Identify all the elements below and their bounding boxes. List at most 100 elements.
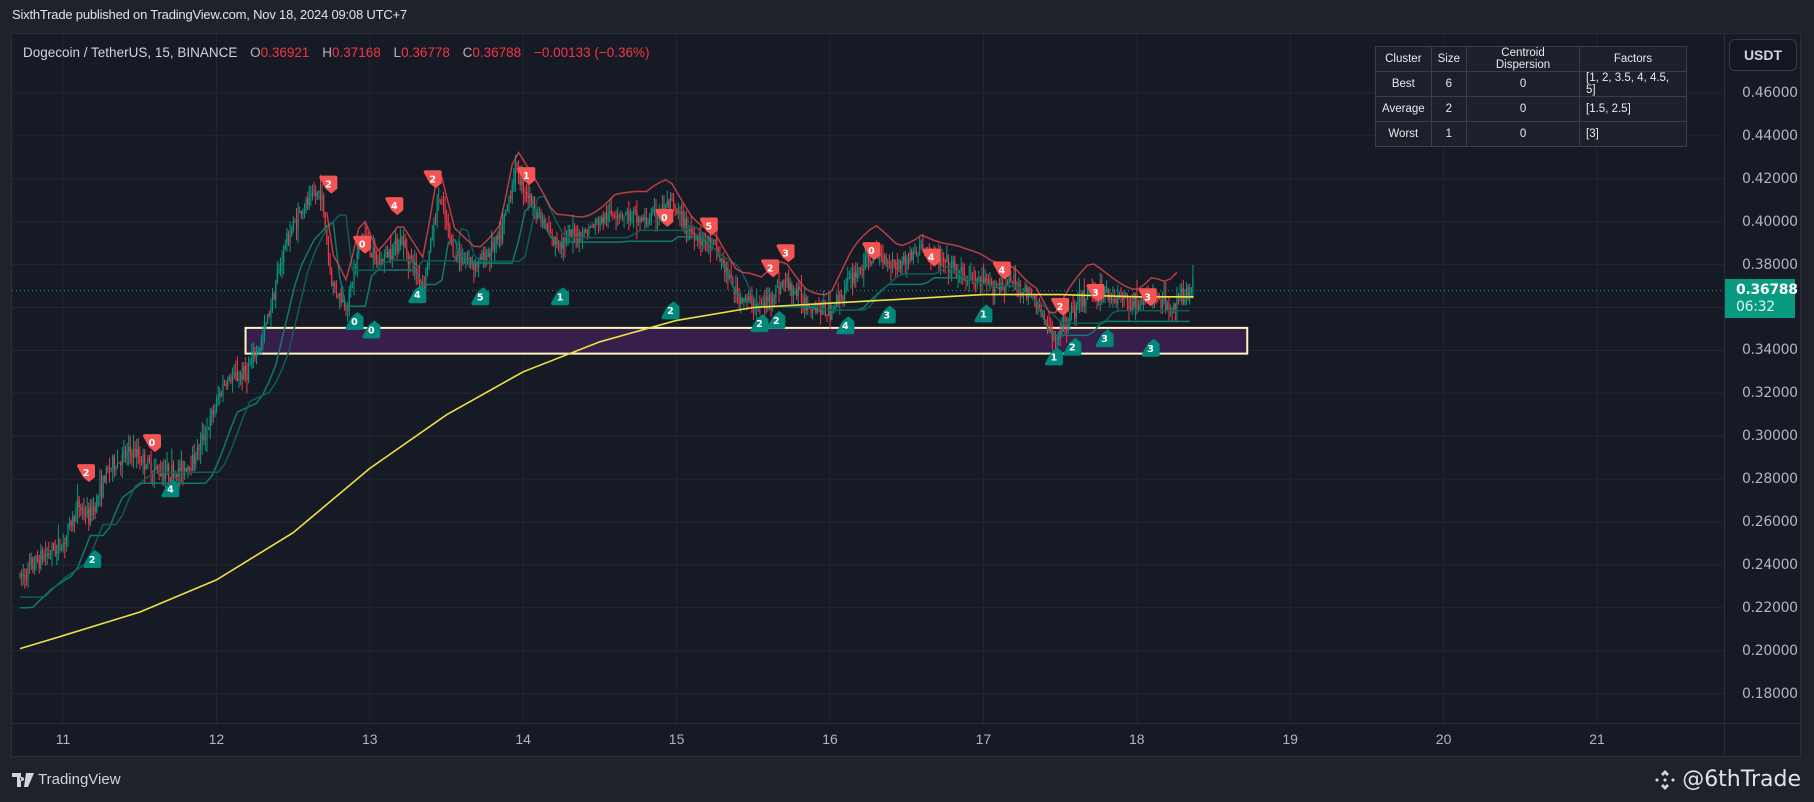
bullish-signal-marker[interactable]: 0: [362, 320, 381, 339]
time-axis[interactable]: [12, 723, 1724, 756]
header-size: Size: [1430, 46, 1468, 72]
candlesticks: [19, 154, 1194, 589]
signal-label: 3: [1147, 344, 1154, 355]
bearish-signal-marker[interactable]: 2: [423, 170, 442, 189]
bullish-signal-marker[interactable]: 4: [836, 316, 855, 335]
symbol-legend: Dogecoin / TetherUS, 15, BINANCE O0.3692…: [23, 45, 650, 60]
cluster-size: 2: [1430, 96, 1468, 122]
signal-label: 0: [149, 438, 156, 449]
trailing-stop-short-line: [326, 150, 1178, 314]
moving-average-line: [19, 293, 1194, 650]
high-label: H: [322, 45, 332, 60]
signal-label: 3: [782, 248, 789, 259]
bearish-signal-marker[interactable]: 5: [699, 217, 718, 236]
time-tick-label: 11: [55, 731, 71, 747]
bullish-signal-marker[interactable]: 2: [1063, 337, 1082, 356]
bearish-signal-marker[interactable]: 4: [992, 261, 1011, 280]
time-tick-label: 16: [822, 731, 838, 747]
price-tick-label: 0.26000: [1742, 514, 1798, 530]
signal-label: 2: [667, 306, 674, 317]
bearish-signal-marker[interactable]: 3: [1138, 288, 1157, 307]
bullish-signal-marker[interactable]: 5: [471, 287, 490, 306]
signal-label: 3: [1092, 288, 1099, 299]
author-handle: @6thTrade: [1654, 767, 1801, 792]
cluster-size: 1: [1430, 121, 1468, 147]
header-cluster: Cluster: [1375, 46, 1432, 72]
signal-label: 2: [83, 468, 90, 479]
low-value: 0.36778: [401, 45, 450, 60]
bullish-signal-marker[interactable]: 2: [750, 314, 769, 333]
signal-label: 1: [1051, 352, 1058, 363]
high-value: 0.37168: [331, 45, 381, 60]
time-tick-label: 14: [515, 731, 531, 747]
price-axis[interactable]: [1724, 34, 1801, 723]
cluster-dispersion: 0: [1466, 121, 1581, 147]
bearish-signal-marker[interactable]: 1: [517, 167, 536, 186]
binance-diamond-icon: [1655, 769, 1676, 790]
price-tick-label: 0.24000: [1742, 556, 1798, 573]
trailing-stop-long-line-2: [20, 195, 1190, 598]
bullish-signal-marker[interactable]: 1: [551, 287, 570, 306]
bullish-signal-marker[interactable]: 3: [1141, 338, 1160, 357]
bearish-signal-marker[interactable]: 2: [761, 259, 780, 278]
time-tick-label: 15: [668, 731, 685, 747]
bullish-signal-marker[interactable]: 2: [661, 301, 680, 320]
bullish-signal-marker[interactable]: 0: [345, 311, 364, 330]
bearish-signal-marker[interactable]: 3: [1086, 283, 1105, 302]
bearish-signal-marker[interactable]: 3: [776, 244, 795, 263]
bullish-signal-marker[interactable]: 4: [408, 285, 427, 304]
bearish-signal-marker[interactable]: 4: [922, 248, 941, 267]
signal-label: 2: [1069, 343, 1076, 354]
bearish-signal-marker[interactable]: 2: [77, 464, 96, 483]
bearish-signal-marker[interactable]: 0: [142, 434, 161, 453]
tradingview-logo[interactable]: TradingView: [12, 771, 121, 788]
table-row: Best 6 0 [1, 2, 3.5, 4, 4.5, 5]: [1375, 71, 1688, 97]
bullish-signal-marker[interactable]: 2: [767, 310, 786, 329]
bullish-signal-marker[interactable]: 2: [83, 550, 102, 569]
bearish-signal-marker[interactable]: 0: [655, 208, 674, 227]
signal-label: 4: [391, 201, 398, 212]
bullish-signal-marker[interactable]: 1: [974, 304, 993, 323]
symbol-title[interactable]: Dogecoin / TetherUS, 15, BINANCE: [23, 45, 238, 60]
cluster-factors: [1.5, 2.5]: [1579, 96, 1688, 122]
bearish-signal-marker[interactable]: 0: [862, 242, 881, 261]
signal-label: 1: [980, 309, 987, 320]
bearish-signal-marker[interactable]: 0: [353, 235, 372, 254]
signal-label: 3: [1101, 334, 1108, 345]
bullish-signal-marker[interactable]: 4: [161, 479, 180, 498]
cluster-name: Average: [1375, 96, 1432, 122]
support-zone-box[interactable]: [244, 326, 1249, 355]
price-tick-label: 0.34000: [1742, 342, 1798, 359]
signal-label: 4: [167, 484, 174, 495]
bearish-signal-marker[interactable]: 4: [385, 197, 404, 216]
cluster-name: Worst: [1375, 121, 1432, 147]
currency-button[interactable]: USDT: [1729, 39, 1797, 71]
price-tick-label: 0.46000: [1742, 85, 1798, 101]
signal-label: 5: [477, 292, 484, 303]
bullish-signal-marker[interactable]: 1: [1044, 347, 1063, 366]
signal-label: 3: [883, 311, 890, 322]
low-label: L: [393, 45, 402, 60]
price-tick-label: 0.22000: [1742, 599, 1798, 616]
price-tick-label: 0.28000: [1742, 471, 1798, 488]
last-price-value: 0.36788: [1736, 282, 1798, 298]
signal-label: 0: [661, 213, 668, 224]
header-centroid-dispersion: Centroid Dispersion: [1466, 46, 1581, 72]
bearish-signal-marker[interactable]: 2: [1051, 297, 1070, 316]
close-value: 0.36788: [472, 45, 522, 60]
signal-label: 2: [767, 263, 774, 274]
bullish-signal-marker[interactable]: 3: [1095, 329, 1114, 348]
bullish-signal-marker[interactable]: 3: [877, 305, 896, 324]
axis-corner: [1724, 723, 1801, 756]
cluster-factors: [3]: [1579, 121, 1688, 147]
signal-label: 2: [773, 316, 780, 327]
signal-label: 5: [706, 221, 713, 232]
price-tick-label: 0.44000: [1742, 127, 1798, 144]
price-tick-label: 0.38000: [1742, 256, 1798, 273]
time-tick-label: 21: [1589, 731, 1605, 747]
signal-label: 2: [89, 555, 96, 566]
signal-label: 4: [842, 321, 849, 332]
bearish-signal-marker[interactable]: 2: [319, 175, 338, 194]
